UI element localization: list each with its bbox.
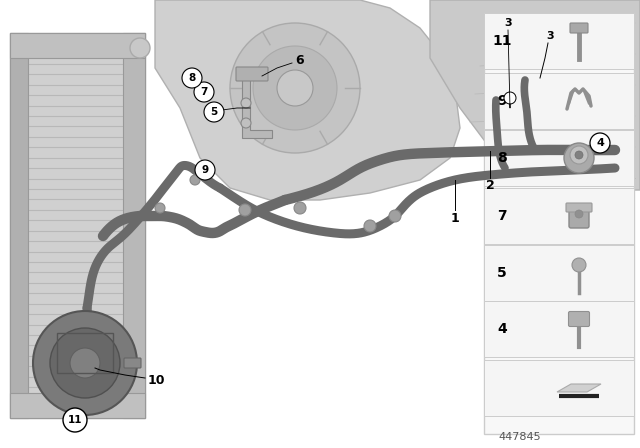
Circle shape [204,102,224,122]
Polygon shape [430,0,640,190]
Text: 4: 4 [596,138,604,148]
Text: 8: 8 [188,73,196,83]
Circle shape [190,175,200,185]
FancyBboxPatch shape [124,358,141,368]
Text: 1: 1 [451,211,460,224]
Circle shape [570,146,588,164]
FancyBboxPatch shape [566,203,592,212]
Circle shape [239,204,251,216]
Circle shape [253,46,337,130]
Polygon shape [557,384,601,392]
FancyBboxPatch shape [123,33,145,418]
FancyBboxPatch shape [484,301,634,357]
FancyBboxPatch shape [484,360,634,416]
Text: 447845: 447845 [499,432,541,442]
FancyBboxPatch shape [484,73,634,129]
FancyBboxPatch shape [10,33,145,58]
Text: 3: 3 [504,18,512,28]
Polygon shape [242,78,272,138]
Circle shape [33,311,137,415]
Circle shape [241,118,251,128]
Circle shape [63,408,87,432]
Text: 10: 10 [148,374,166,387]
Circle shape [564,143,594,173]
FancyBboxPatch shape [484,130,634,186]
FancyBboxPatch shape [568,311,589,327]
Text: 7: 7 [497,209,507,223]
Text: 8: 8 [497,151,507,165]
FancyBboxPatch shape [570,23,588,33]
Text: 3: 3 [546,31,554,41]
Circle shape [241,98,251,108]
Circle shape [590,133,610,153]
Text: 9: 9 [202,165,209,175]
Text: 5: 5 [497,266,507,280]
FancyBboxPatch shape [236,67,268,81]
Polygon shape [155,0,460,200]
Circle shape [277,70,313,106]
Circle shape [50,328,120,398]
FancyBboxPatch shape [484,13,634,69]
Circle shape [230,23,360,153]
Circle shape [504,92,516,104]
Circle shape [575,151,583,159]
Circle shape [194,82,214,102]
FancyBboxPatch shape [10,33,28,418]
Text: 11: 11 [492,34,512,48]
Circle shape [155,203,165,213]
Circle shape [294,202,306,214]
FancyBboxPatch shape [484,245,634,301]
FancyBboxPatch shape [10,33,145,418]
Text: 4: 4 [497,322,507,336]
Circle shape [130,38,150,58]
FancyBboxPatch shape [484,188,634,244]
Circle shape [364,220,376,232]
Circle shape [572,258,586,272]
Text: 11: 11 [68,415,83,425]
Circle shape [70,348,100,378]
Circle shape [389,210,401,222]
Text: 2: 2 [486,178,494,191]
Text: 6: 6 [296,53,304,66]
Circle shape [182,68,202,88]
Text: 5: 5 [211,107,218,117]
FancyBboxPatch shape [484,14,634,434]
Text: 9: 9 [497,94,507,108]
Text: 7: 7 [200,87,208,97]
Circle shape [575,210,583,218]
Circle shape [195,160,215,180]
FancyBboxPatch shape [569,206,589,228]
FancyBboxPatch shape [10,393,145,418]
